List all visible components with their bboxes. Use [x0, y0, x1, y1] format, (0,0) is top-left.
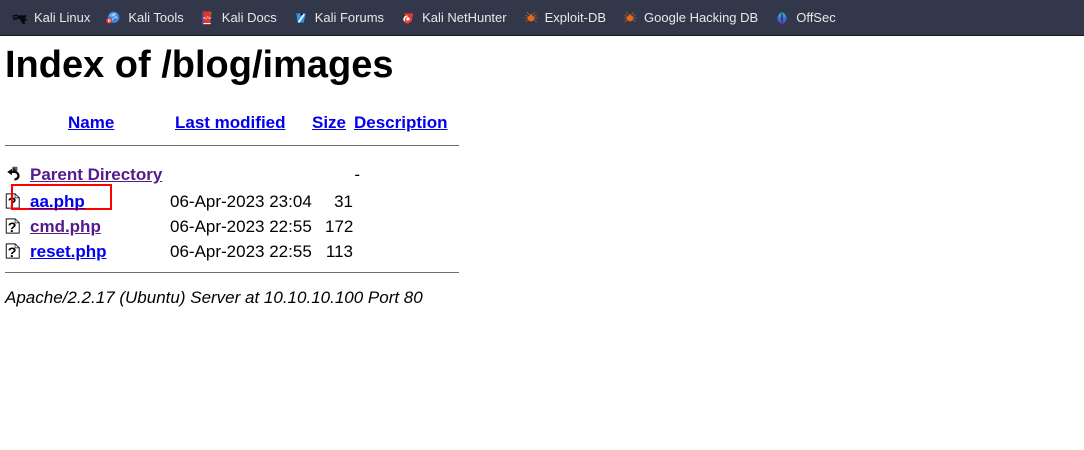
svg-text:</>: </>	[203, 16, 211, 21]
svg-text:?: ?	[8, 245, 17, 260]
svg-text:?: ?	[8, 220, 17, 235]
